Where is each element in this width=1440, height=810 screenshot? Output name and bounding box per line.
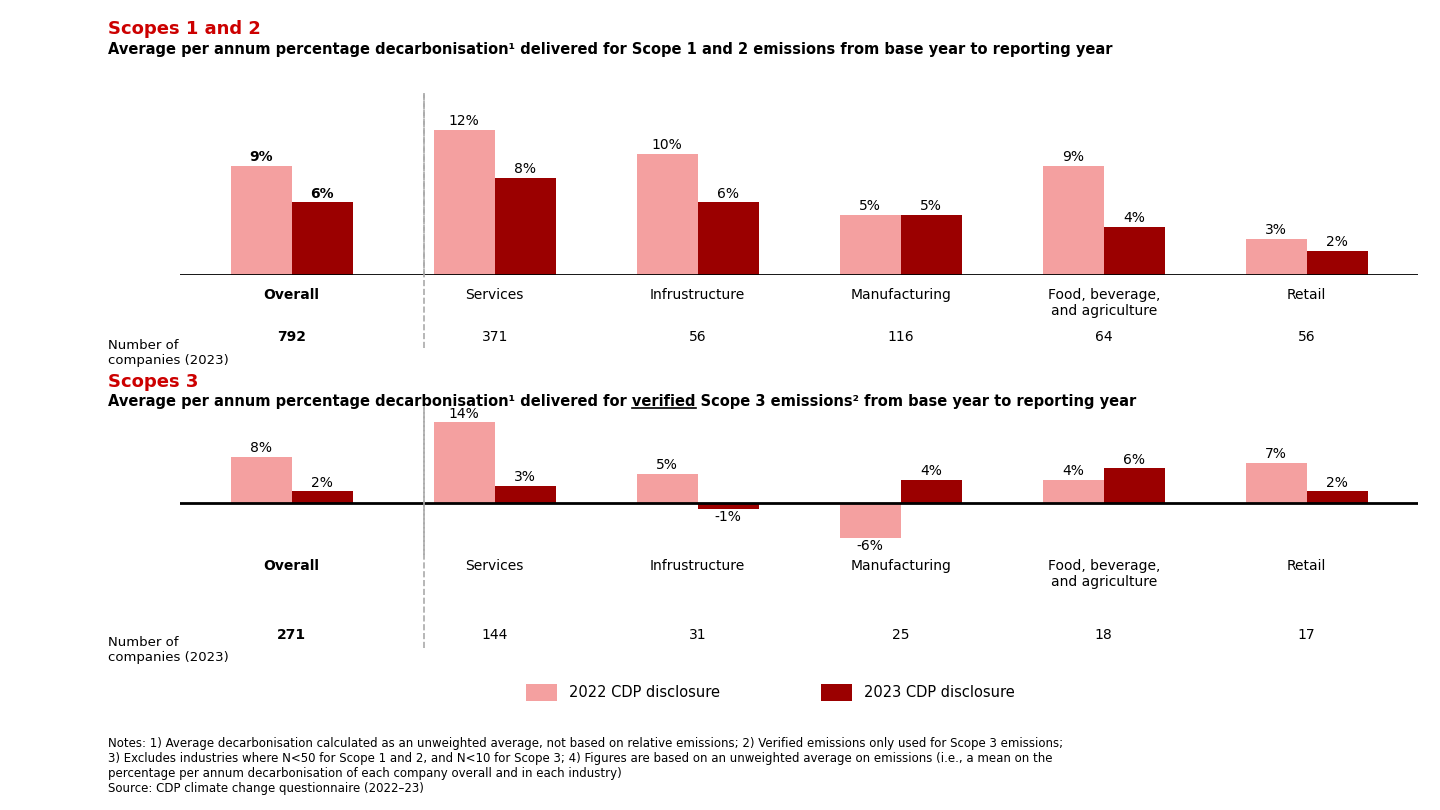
Bar [495, 178, 556, 275]
Text: 271: 271 [276, 628, 307, 642]
Text: 5%: 5% [657, 458, 678, 472]
Bar [1306, 492, 1368, 503]
Text: Food, beverage,
and agriculture: Food, beverage, and agriculture [1047, 288, 1159, 318]
Text: 17: 17 [1297, 628, 1316, 642]
Text: 64: 64 [1094, 330, 1113, 344]
Text: 5%: 5% [920, 198, 942, 213]
Bar [840, 215, 900, 275]
Bar [1043, 480, 1103, 503]
Text: Food, beverage,
and agriculture: Food, beverage, and agriculture [1047, 559, 1159, 589]
Text: 8%: 8% [251, 441, 272, 455]
Text: 2%: 2% [1326, 475, 1348, 490]
Text: Manufacturing: Manufacturing [850, 288, 952, 301]
Text: Scopes 1 and 2: Scopes 1 and 2 [108, 20, 261, 38]
Bar [636, 474, 698, 503]
Bar [292, 202, 353, 275]
Text: Overall: Overall [264, 559, 320, 573]
Text: 4%: 4% [1063, 464, 1084, 478]
Bar [1246, 239, 1306, 275]
Text: 3%: 3% [1266, 223, 1287, 237]
Bar [636, 154, 698, 275]
Text: 792: 792 [276, 330, 307, 344]
Text: 2%: 2% [311, 475, 333, 490]
Text: 56: 56 [688, 330, 707, 344]
Bar [495, 486, 556, 503]
Text: 9%: 9% [1063, 150, 1084, 164]
Bar [433, 422, 495, 503]
Text: Number of
companies (2023): Number of companies (2023) [108, 339, 229, 367]
Text: Notes: 1) Average decarbonisation calculated as an unweighted average, not based: Notes: 1) Average decarbonisation calcul… [108, 737, 1063, 795]
Bar [900, 480, 962, 503]
Text: 9%: 9% [249, 150, 274, 164]
Text: 3%: 3% [514, 470, 536, 484]
Text: 144: 144 [481, 628, 508, 642]
Text: 56: 56 [1297, 330, 1316, 344]
Text: Services: Services [465, 559, 524, 573]
Bar [698, 202, 759, 275]
Text: Infrustructure: Infrustructure [649, 288, 746, 301]
Bar [698, 503, 759, 509]
Text: 4%: 4% [920, 464, 942, 478]
Text: Services: Services [465, 288, 524, 301]
Text: 5%: 5% [860, 198, 881, 213]
Text: 6%: 6% [1123, 453, 1145, 467]
Text: 7%: 7% [1266, 447, 1287, 461]
Text: 6%: 6% [717, 186, 739, 201]
Text: Scopes 3: Scopes 3 [108, 373, 199, 390]
Text: 14%: 14% [449, 407, 480, 420]
Text: Infrustructure: Infrustructure [649, 559, 746, 573]
Bar [1306, 251, 1368, 275]
Text: 2%: 2% [1326, 235, 1348, 249]
Bar [900, 215, 962, 275]
Text: 12%: 12% [449, 113, 480, 128]
Text: Manufacturing: Manufacturing [850, 559, 952, 573]
Text: 2022 CDP disclosure: 2022 CDP disclosure [569, 685, 720, 700]
Text: Overall: Overall [264, 288, 320, 301]
Text: -1%: -1% [714, 510, 742, 524]
Text: 116: 116 [887, 330, 914, 344]
Text: 18: 18 [1094, 628, 1113, 642]
Text: Retail: Retail [1287, 288, 1326, 301]
Text: 371: 371 [481, 330, 508, 344]
Text: 4%: 4% [1123, 211, 1145, 225]
Text: -6%: -6% [857, 539, 884, 553]
Text: Average per annum percentage decarbonisation¹ delivered for verified Scope 3 emi: Average per annum percentage decarbonisa… [108, 394, 1136, 410]
Text: Retail: Retail [1287, 559, 1326, 573]
Bar [1043, 166, 1103, 275]
Text: 25: 25 [891, 628, 910, 642]
Text: 31: 31 [688, 628, 707, 642]
Text: 2023 CDP disclosure: 2023 CDP disclosure [864, 685, 1015, 700]
Text: Number of
companies (2023): Number of companies (2023) [108, 636, 229, 664]
Bar [292, 492, 353, 503]
Bar [230, 166, 292, 275]
Bar [1103, 227, 1165, 275]
Bar [433, 130, 495, 275]
Text: 8%: 8% [514, 162, 536, 177]
Text: 6%: 6% [310, 186, 334, 201]
Bar [1103, 468, 1165, 503]
Bar [230, 457, 292, 503]
Bar [840, 503, 900, 538]
Text: Average per annum percentage decarbonisation¹ delivered for Scope 1 and 2 emissi: Average per annum percentage decarbonisa… [108, 42, 1113, 58]
Bar [1246, 463, 1306, 503]
Text: 10%: 10% [652, 138, 683, 152]
